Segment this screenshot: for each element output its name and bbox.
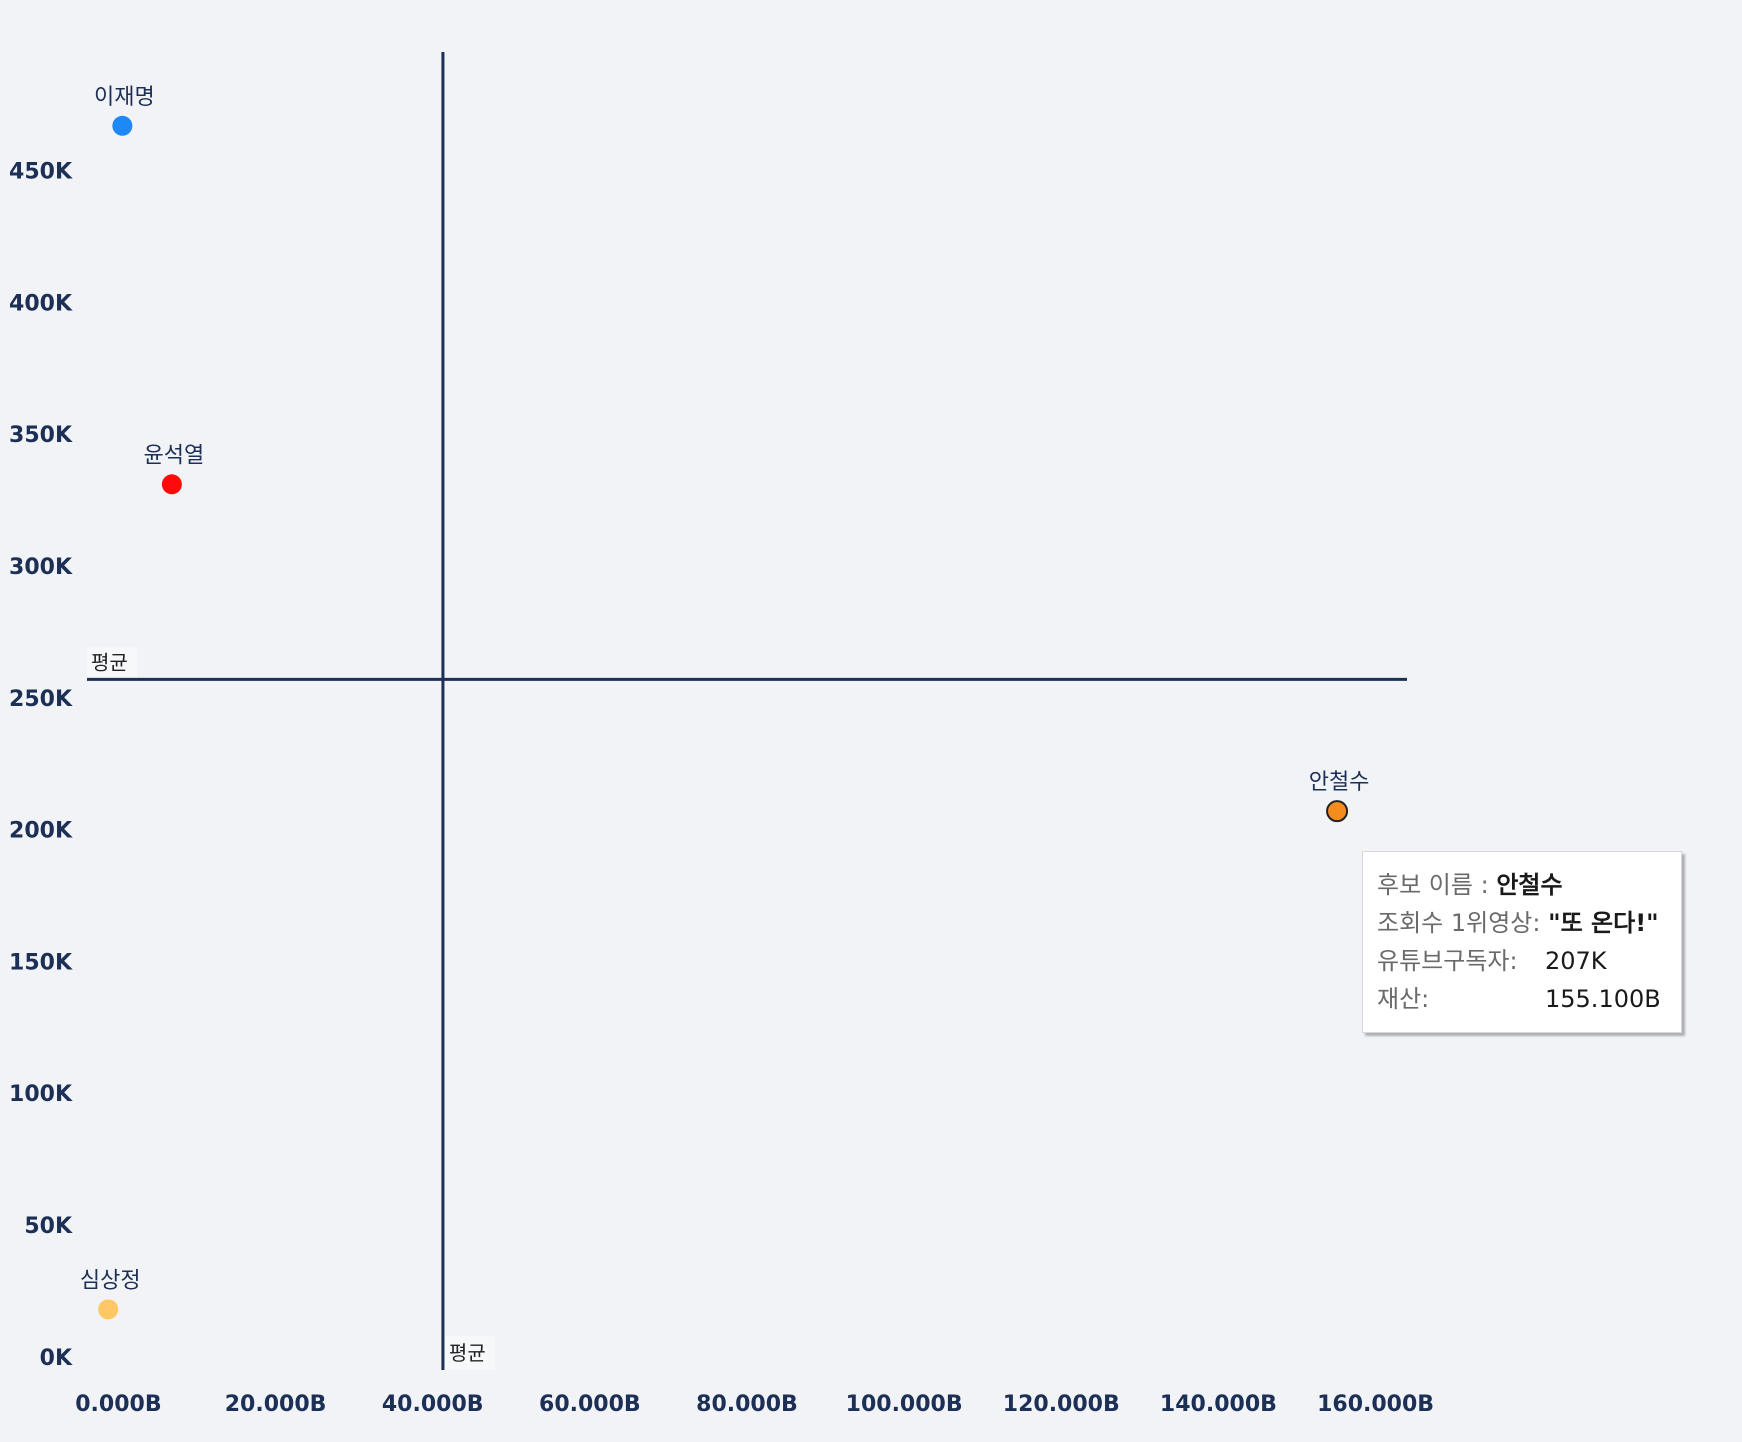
x-axis-ticks: 0.000B 20.000B 40.000B 60.000B 80.000B 100.00… — [75, 1392, 1434, 1417]
tooltip-subs-row: 유튜브구독자: 207K — [1377, 942, 1667, 980]
point-label: 윤석열 — [143, 443, 204, 468]
tooltip-name-row: 후보 이름 : 안철수 — [1377, 866, 1667, 904]
y-tick-label: 100K — [9, 1082, 73, 1107]
tooltip-name-label: 후보 이름 : — [1377, 871, 1489, 899]
tooltip-assets-row: 재산: 155.100B — [1377, 980, 1667, 1018]
tooltip-subs-value: 207K — [1545, 947, 1607, 975]
scatter-point[interactable] — [161, 474, 182, 495]
x-tick-label: 80.000B — [696, 1392, 798, 1417]
y-tick-label: 450K — [9, 160, 73, 185]
x-average-label: 평균 — [449, 1341, 486, 1365]
tooltip-name-value: 안철수 — [1496, 871, 1563, 899]
tooltip-video-value: "또 온다!" — [1548, 909, 1659, 937]
point-label: 이재명 — [94, 85, 155, 110]
x-tick-label: 160.000B — [1317, 1392, 1434, 1417]
scatter-point[interactable] — [112, 115, 133, 136]
tooltip-assets-value: 155.100B — [1545, 985, 1661, 1013]
y-tick-label: 250K — [9, 687, 73, 712]
tooltip-video-label: 조회수 1위영상: — [1377, 909, 1541, 937]
tooltip-video-row: 조회수 1위영상: "또 온다!" — [1377, 904, 1667, 942]
scatter-point[interactable] — [98, 1299, 119, 1320]
point-label: 심상정 — [80, 1268, 141, 1293]
tooltip-subs-label: 유튜브구독자: — [1377, 947, 1518, 975]
x-tick-label: 140.000B — [1160, 1392, 1277, 1417]
x-tick-label: 40.000B — [382, 1392, 484, 1417]
y-tick-label: 300K — [9, 555, 73, 580]
x-average-label-bg — [444, 1336, 495, 1370]
y-tick-label: 0K — [40, 1346, 73, 1371]
y-average-label: 평균 — [91, 650, 128, 674]
x-tick-label: 100.000B — [846, 1392, 963, 1417]
y-tick-label: 350K — [9, 423, 73, 448]
y-tick-label: 50K — [24, 1214, 73, 1239]
x-tick-label: 120.000B — [1003, 1392, 1120, 1417]
x-tick-label: 20.000B — [225, 1392, 327, 1417]
tooltip-assets-label: 재산: — [1377, 985, 1430, 1013]
y-axis-ticks: 0K 50K 100K 150K 200K 250K 300K 350K 400K 450K — [9, 160, 73, 1371]
y-tick-label: 200K — [9, 819, 73, 844]
y-average-label-bg — [87, 647, 137, 678]
x-tick-label: 60.000B — [539, 1392, 641, 1417]
y-tick-label: 400K — [9, 291, 73, 316]
scatter-point[interactable] — [1326, 800, 1349, 823]
point-tooltip: 후보 이름 : 안철수 조회수 1위영상: "또 온다!" 유튜브구독자: 20… — [1362, 851, 1682, 1033]
y-tick-label: 150K — [9, 950, 73, 975]
x-tick-label: 0.000B — [75, 1392, 161, 1417]
point-label: 안철수 — [1309, 770, 1370, 795]
